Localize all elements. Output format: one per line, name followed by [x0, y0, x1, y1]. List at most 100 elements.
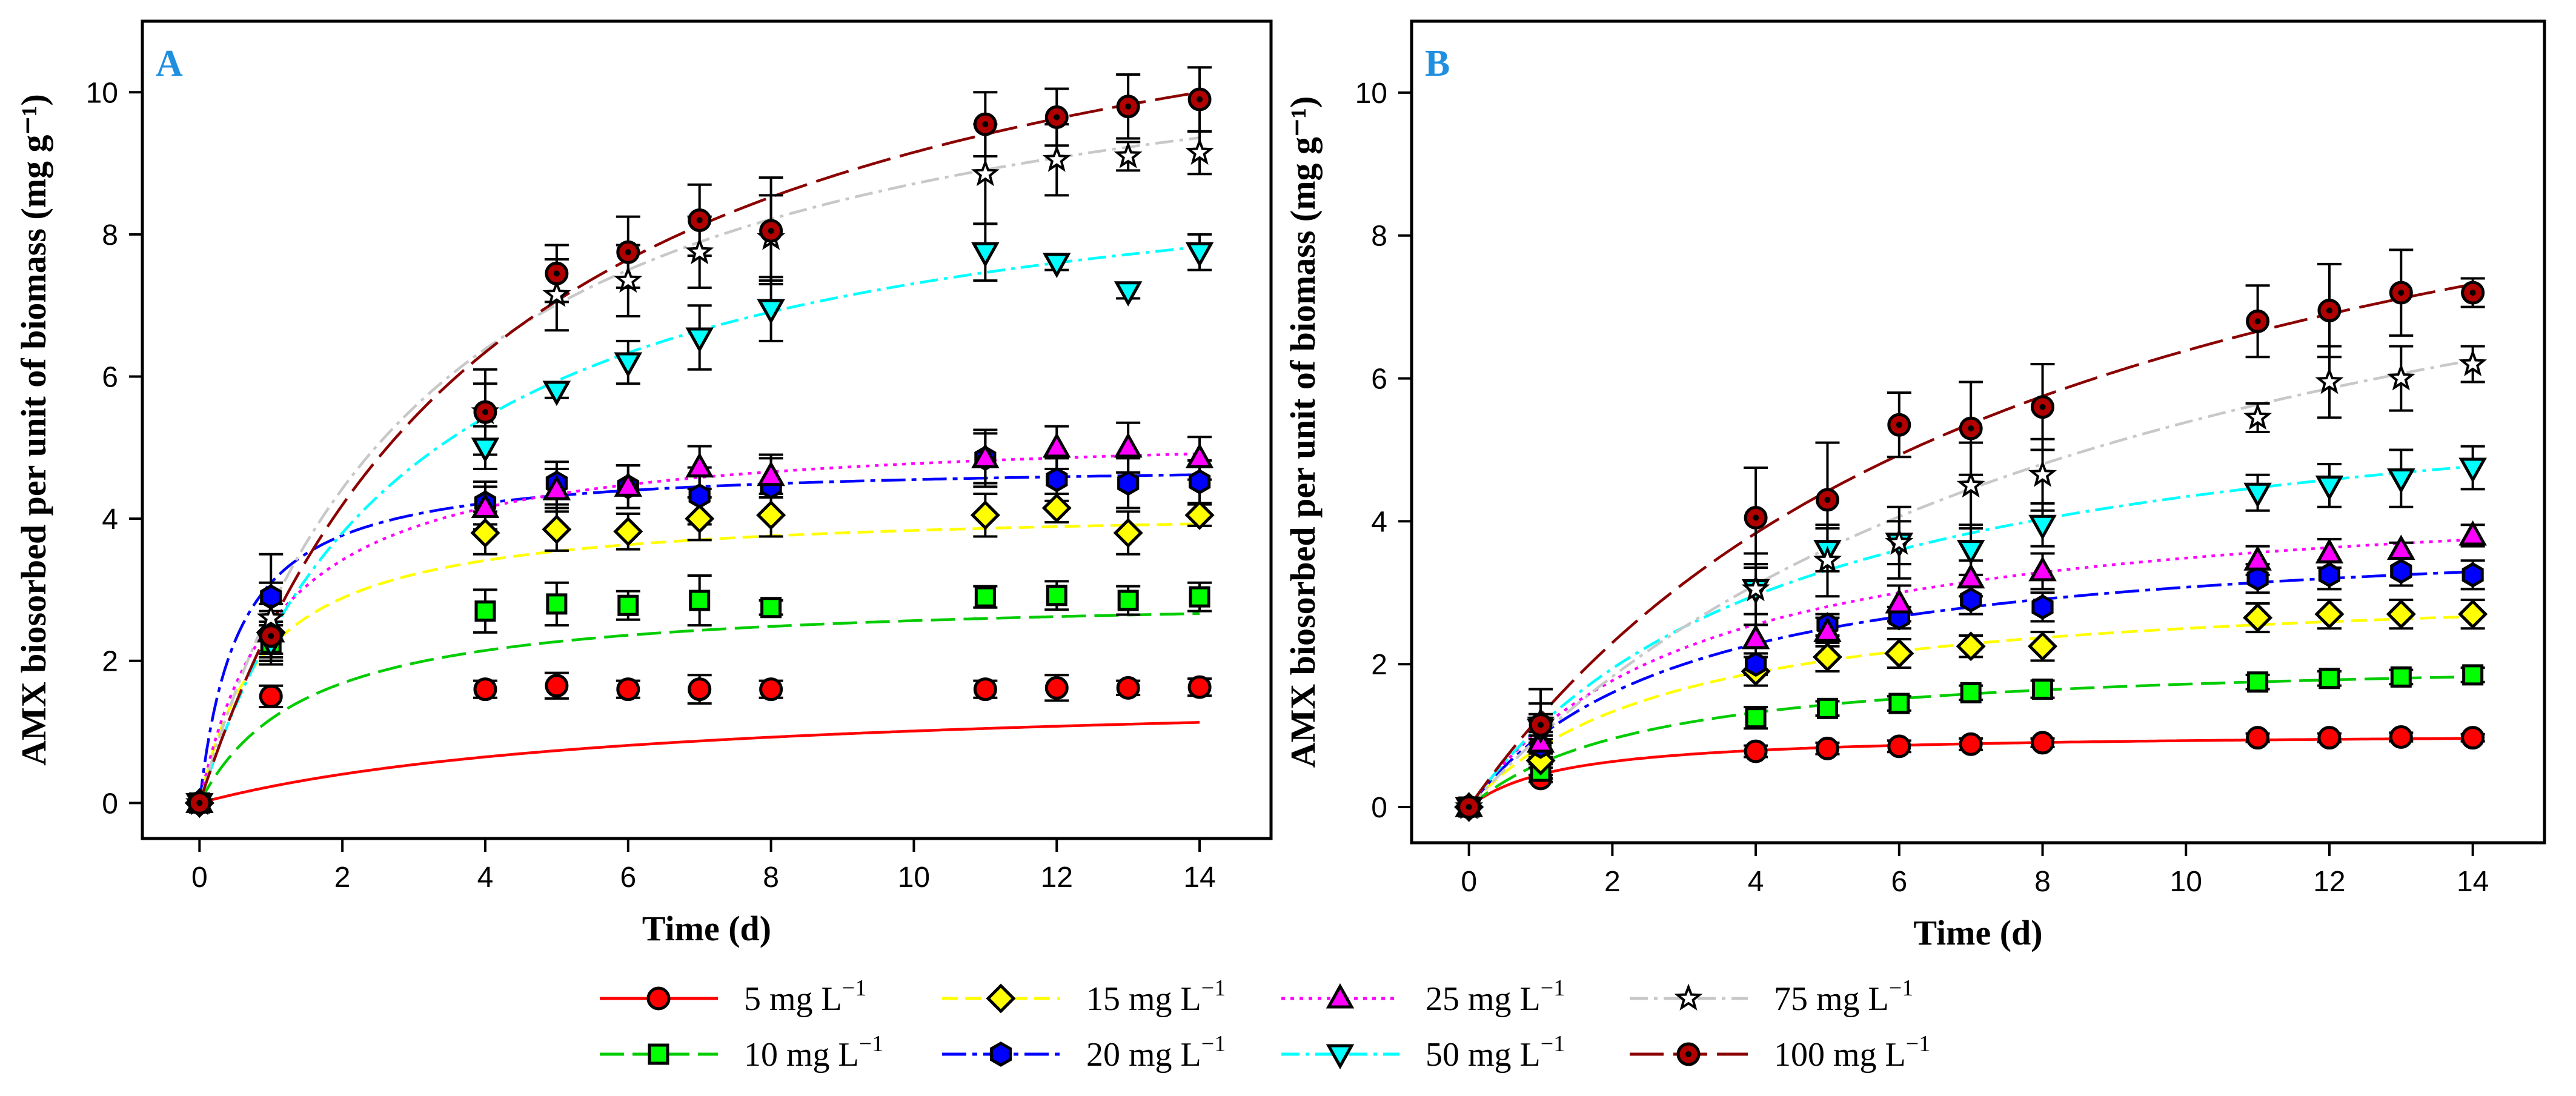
x-tick-label: 6 — [620, 862, 636, 894]
data-point — [1117, 470, 1140, 496]
data-point — [542, 380, 571, 407]
legend-item: 15 mg L−1 — [942, 975, 1226, 1018]
data-point — [688, 483, 711, 509]
y-tick-label: 8 — [102, 219, 118, 251]
data-point — [685, 452, 714, 478]
data-point — [685, 327, 714, 353]
data-point — [2243, 402, 2272, 430]
data-point — [542, 514, 572, 545]
data-point — [2315, 367, 2344, 394]
data-point — [1744, 505, 1768, 530]
panel-label: A — [156, 43, 183, 84]
data-point — [2318, 562, 2340, 588]
data-point — [471, 437, 500, 463]
legend-marker — [646, 986, 671, 1011]
data-point — [971, 242, 1000, 268]
data-point — [2458, 599, 2488, 629]
data-point — [2314, 599, 2345, 629]
data-point — [760, 597, 782, 619]
data-point — [1116, 676, 1140, 700]
data-point — [542, 475, 571, 500]
data-point — [2458, 349, 2488, 377]
data-point — [1046, 467, 1068, 493]
data-point — [2027, 631, 2058, 662]
data-point — [1114, 281, 1143, 307]
data-point — [1187, 675, 1212, 699]
legend-item: 75 mg L−1 — [1630, 975, 1913, 1018]
data-point — [1813, 617, 1842, 642]
data-point — [1816, 697, 1838, 719]
fit-line-1 — [199, 721, 1200, 805]
data-point — [2031, 594, 2054, 620]
data-point — [1960, 587, 1982, 613]
x-tick-label: 8 — [2034, 866, 2051, 898]
data-point — [1189, 586, 1210, 608]
data-point — [2028, 514, 2057, 540]
data-point — [1741, 623, 1770, 649]
data-point — [2315, 538, 2344, 563]
data-point — [471, 493, 500, 519]
data-point — [1185, 242, 1214, 268]
legend-marker — [986, 983, 1016, 1014]
data-point — [2386, 363, 2415, 391]
data-point — [759, 677, 783, 702]
data-point — [1956, 470, 1985, 498]
data-point — [2458, 520, 2487, 546]
data-point — [1815, 488, 1839, 512]
data-point — [1117, 590, 1139, 611]
data-point — [2390, 559, 2412, 584]
y-tick-label: 2 — [1371, 649, 1387, 681]
data-point — [614, 265, 643, 293]
legend-item: 20 mg L−1 — [942, 1031, 1226, 1074]
data-point — [2390, 666, 2412, 688]
data-point — [1960, 682, 1982, 703]
x-tick-label: 14 — [2457, 866, 2489, 898]
x-tick-label: 14 — [1183, 862, 1215, 894]
x-tick-label: 12 — [1041, 862, 1073, 894]
data-point — [1884, 638, 1914, 669]
data-point — [1956, 631, 1986, 662]
y-tick-label: 2 — [102, 646, 118, 678]
legend-marker — [1326, 983, 1355, 1009]
data-point — [2247, 671, 2269, 693]
data-point — [688, 677, 712, 702]
data-point — [545, 674, 569, 698]
legend-marker — [1674, 983, 1703, 1011]
data-point — [616, 677, 640, 702]
data-point — [689, 590, 711, 611]
data-point — [1885, 528, 1914, 555]
data-point — [1745, 651, 1767, 677]
data-point — [685, 237, 714, 265]
data-point — [1116, 95, 1140, 119]
data-point — [1815, 736, 1839, 760]
data-point — [973, 112, 997, 136]
fit-line-2 — [198, 612, 1200, 804]
x-tick-label: 6 — [1891, 866, 1907, 898]
data-point — [2246, 726, 2270, 750]
legend-label: 100 mg L−1 — [1774, 1031, 1930, 1074]
x-tick-label: 0 — [191, 862, 208, 894]
legend-label: 15 mg L−1 — [1086, 975, 1226, 1018]
y-axis-title: AMX biosorbed per unit of biomass (mg g⁻… — [14, 94, 53, 766]
data-point — [2458, 457, 2487, 483]
y-tick-label: 8 — [1371, 221, 1387, 253]
legend-item: 25 mg L−1 — [1281, 975, 1565, 1018]
data-point — [1184, 500, 1215, 530]
legend-item: 10 mg L−1 — [600, 1031, 883, 1074]
y-tick-label: 4 — [1371, 506, 1387, 538]
y-tick-label: 10 — [86, 77, 118, 109]
data-point — [1885, 588, 1914, 614]
x-tick-label: 4 — [1748, 866, 1764, 898]
legend-marker — [1676, 1042, 1701, 1066]
legend-item: 50 mg L−1 — [1281, 1031, 1565, 1074]
data-point — [542, 279, 571, 307]
legend-item: 100 mg L−1 — [1630, 1031, 1930, 1074]
data-point — [2389, 281, 2413, 305]
data-point — [2461, 562, 2484, 588]
data-point — [1046, 585, 1067, 606]
data-point — [470, 518, 500, 548]
data-point — [2461, 281, 2485, 305]
data-point — [1043, 253, 1071, 278]
data-point — [1813, 545, 1842, 573]
data-point — [756, 500, 786, 530]
